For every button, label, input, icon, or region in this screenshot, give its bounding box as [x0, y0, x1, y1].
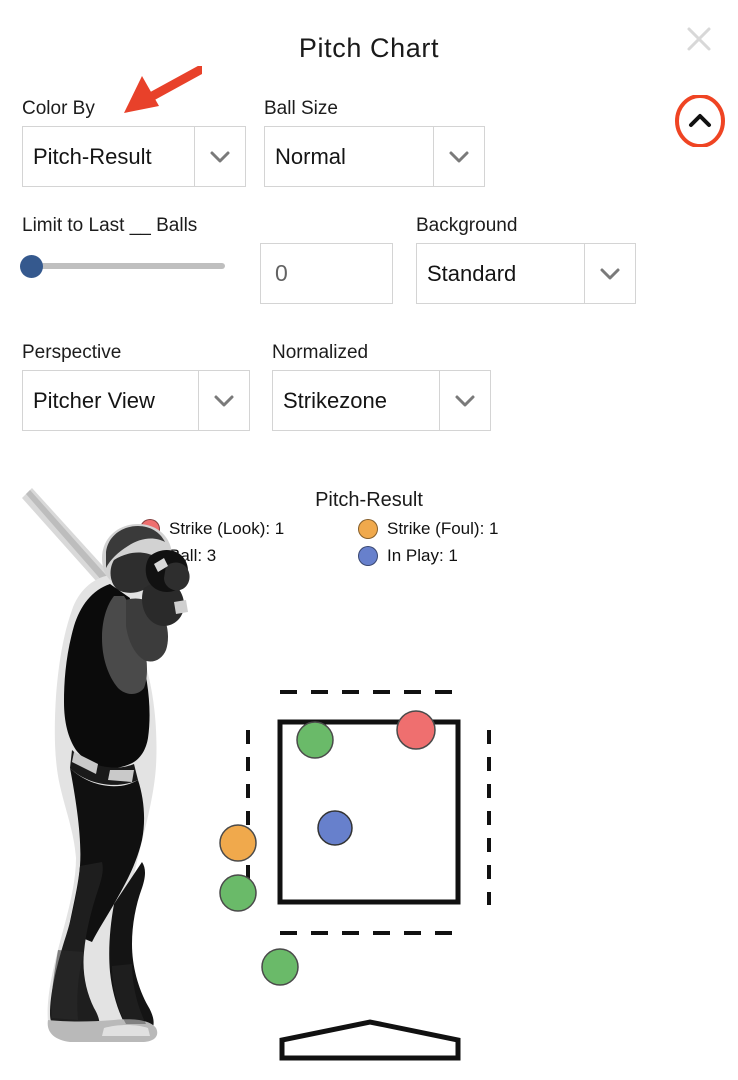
legend-item-label: Strike (Look): 1	[169, 518, 285, 538]
collapse-panel-button[interactable]	[674, 94, 726, 148]
legend-item-label: In Play: 1	[387, 545, 458, 565]
chevron-down-icon	[433, 126, 485, 187]
legend-item[interactable]: Strike (Foul): 1	[358, 515, 560, 542]
perspective-value: Pitcher View	[22, 370, 198, 431]
close-icon[interactable]	[684, 24, 714, 54]
background-value: Standard	[416, 243, 584, 304]
color-by-value: Pitch-Result	[22, 126, 194, 187]
chevron-down-icon	[198, 370, 250, 431]
background-select[interactable]: Standard	[416, 243, 636, 304]
chevron-down-icon	[439, 370, 491, 431]
slider-thumb[interactable]	[20, 255, 43, 278]
legend-item-label: Strike (Foul): 1	[387, 518, 499, 538]
normalized-select[interactable]: Strikezone	[272, 370, 491, 431]
color-by-label: Color By	[22, 98, 95, 119]
normalized-value: Strikezone	[272, 370, 439, 431]
pitch-point-ball	[219, 874, 257, 912]
perspective-label: Perspective	[22, 342, 122, 363]
pitch-point-strike-foul	[219, 824, 257, 862]
pitch-point-ball	[296, 721, 334, 759]
ball-size-label: Ball Size	[264, 98, 338, 119]
strikezone-box	[277, 719, 461, 905]
ball-size-value: Normal	[264, 126, 433, 187]
chevron-down-icon	[584, 243, 636, 304]
normalized-label: Normalized	[272, 342, 369, 363]
strikezone-plot	[219, 690, 491, 1061]
pitch-point-strike-look	[396, 710, 436, 750]
batter-silhouette-icon	[14, 480, 204, 1060]
slider-track	[32, 263, 225, 269]
pitch-chart-plot: Pitch-Result Strike (Look): 1 Strike (Fo…	[0, 470, 738, 1080]
limit-to-last-input[interactable]: 0	[260, 243, 393, 304]
background-label: Background	[416, 215, 518, 236]
limit-to-last-slider[interactable]	[20, 252, 225, 280]
color-by-select[interactable]: Pitch-Result	[22, 126, 246, 187]
limit-to-last-input-value: 0	[275, 260, 288, 286]
page-title: Pitch Chart	[298, 33, 440, 63]
home-plate-icon	[279, 1019, 461, 1061]
chevron-down-icon	[194, 126, 246, 187]
legend-color-swatch	[358, 545, 378, 566]
legend-item[interactable]: In Play: 1	[358, 542, 560, 569]
perspective-select[interactable]: Pitcher View	[22, 370, 250, 431]
pitch-point-in-play	[317, 810, 353, 846]
legend-color-swatch	[358, 518, 378, 539]
pitch-point-ball	[261, 948, 299, 986]
ball-size-select[interactable]: Normal	[264, 126, 485, 187]
annotation-arrow-icon	[116, 65, 205, 118]
limit-to-last-label: Limit to Last __ Balls	[22, 215, 198, 236]
legend-title: Pitch-Result	[315, 489, 423, 511]
